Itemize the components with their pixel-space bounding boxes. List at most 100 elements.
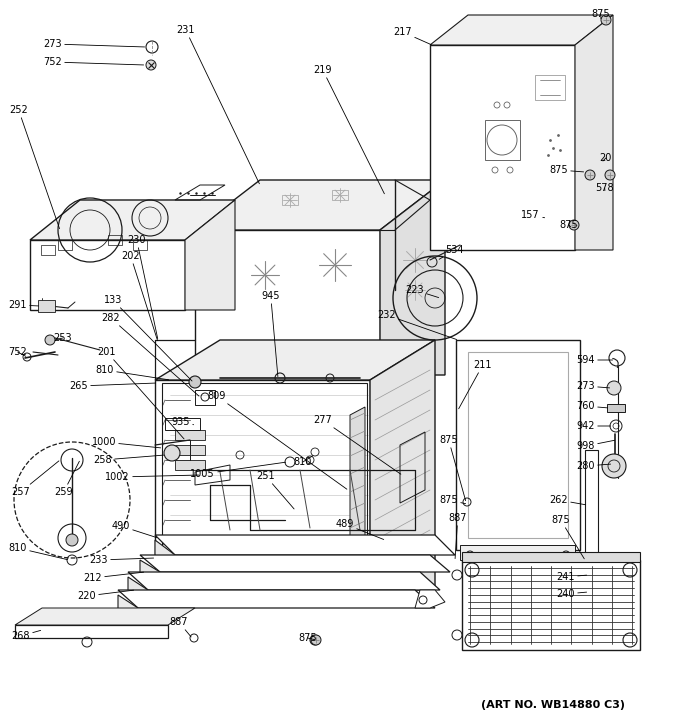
Polygon shape: [140, 555, 450, 572]
Text: 280: 280: [577, 461, 611, 471]
Text: 273: 273: [577, 381, 609, 391]
Circle shape: [605, 170, 615, 180]
Text: 262: 262: [549, 495, 585, 505]
Text: 810: 810: [9, 543, 67, 560]
Polygon shape: [38, 300, 55, 312]
Polygon shape: [460, 545, 575, 560]
Text: 935: 935: [171, 417, 194, 427]
Text: 875: 875: [592, 9, 610, 19]
Text: 277: 277: [313, 415, 401, 474]
Text: 490: 490: [112, 521, 156, 538]
Text: 998: 998: [577, 440, 615, 451]
Text: 1002: 1002: [105, 472, 199, 482]
Text: 887: 887: [449, 513, 467, 559]
Circle shape: [585, 170, 595, 180]
Polygon shape: [585, 450, 598, 560]
Text: 20: 20: [600, 153, 612, 163]
Text: 201: 201: [97, 347, 184, 439]
Text: 809: 809: [207, 391, 347, 489]
Text: 133: 133: [103, 295, 192, 381]
Text: 534: 534: [439, 245, 464, 259]
Text: 220: 220: [78, 590, 134, 601]
Text: 810: 810: [96, 365, 169, 380]
Polygon shape: [430, 45, 575, 250]
Text: 875: 875: [549, 165, 583, 175]
Text: 231: 231: [177, 25, 259, 184]
Text: 875: 875: [560, 220, 578, 230]
Circle shape: [66, 534, 78, 546]
Text: 291: 291: [8, 300, 39, 310]
Polygon shape: [350, 407, 365, 578]
Text: 268: 268: [12, 631, 41, 641]
Circle shape: [601, 15, 611, 25]
Text: 230: 230: [128, 235, 158, 339]
Polygon shape: [175, 460, 205, 470]
Text: 223: 223: [405, 285, 439, 298]
Text: 875: 875: [439, 435, 466, 501]
Polygon shape: [462, 552, 640, 562]
Text: 240: 240: [556, 589, 587, 599]
Text: 251: 251: [256, 471, 294, 509]
Text: 760: 760: [577, 401, 608, 411]
Polygon shape: [140, 560, 160, 588]
Polygon shape: [15, 625, 168, 638]
Text: 265: 265: [69, 381, 156, 391]
Text: 594: 594: [577, 355, 613, 365]
Polygon shape: [185, 200, 235, 310]
Text: 875: 875: [299, 633, 317, 643]
Polygon shape: [380, 180, 445, 375]
Circle shape: [602, 454, 626, 478]
Polygon shape: [175, 430, 205, 440]
Text: 578: 578: [596, 183, 614, 193]
Text: 252: 252: [10, 105, 60, 229]
Polygon shape: [30, 200, 235, 240]
Circle shape: [569, 220, 579, 230]
Polygon shape: [430, 15, 613, 45]
Circle shape: [607, 381, 621, 395]
Circle shape: [45, 335, 55, 345]
Text: 217: 217: [393, 27, 430, 44]
Polygon shape: [195, 180, 445, 230]
Polygon shape: [128, 577, 148, 606]
Text: 875: 875: [439, 495, 466, 505]
Circle shape: [189, 376, 201, 388]
Text: 259: 259: [54, 461, 80, 497]
Text: 810: 810: [294, 455, 313, 467]
Polygon shape: [155, 380, 370, 590]
Text: 202: 202: [121, 251, 158, 341]
Circle shape: [164, 445, 180, 461]
Text: 752: 752: [8, 347, 27, 357]
Polygon shape: [15, 608, 195, 625]
Polygon shape: [575, 15, 613, 250]
Polygon shape: [195, 230, 380, 375]
Text: 257: 257: [12, 461, 59, 497]
Text: 211: 211: [459, 360, 492, 409]
Text: 489: 489: [336, 519, 384, 539]
Text: 273: 273: [44, 39, 145, 49]
Polygon shape: [456, 340, 580, 550]
Circle shape: [311, 635, 321, 645]
Polygon shape: [607, 404, 625, 412]
Polygon shape: [155, 340, 435, 380]
Text: 752: 752: [44, 57, 143, 67]
Polygon shape: [370, 340, 435, 590]
Text: 1005: 1005: [190, 462, 286, 479]
Polygon shape: [128, 572, 440, 590]
Polygon shape: [30, 240, 185, 310]
Text: 282: 282: [101, 313, 199, 396]
Text: 258: 258: [93, 455, 164, 465]
Text: (ART NO. WB14880 C3): (ART NO. WB14880 C3): [481, 700, 625, 710]
Polygon shape: [175, 445, 205, 455]
Text: 232: 232: [377, 310, 457, 340]
Text: 253: 253: [53, 333, 72, 343]
Circle shape: [146, 60, 156, 70]
Polygon shape: [415, 590, 445, 608]
Text: 942: 942: [577, 421, 611, 431]
Text: 875: 875: [551, 515, 584, 559]
Text: 157: 157: [522, 210, 545, 220]
Polygon shape: [118, 595, 138, 625]
Text: 241: 241: [556, 572, 587, 582]
Text: 887: 887: [169, 617, 191, 637]
Text: 945: 945: [262, 291, 280, 376]
Text: 1000: 1000: [92, 437, 160, 448]
